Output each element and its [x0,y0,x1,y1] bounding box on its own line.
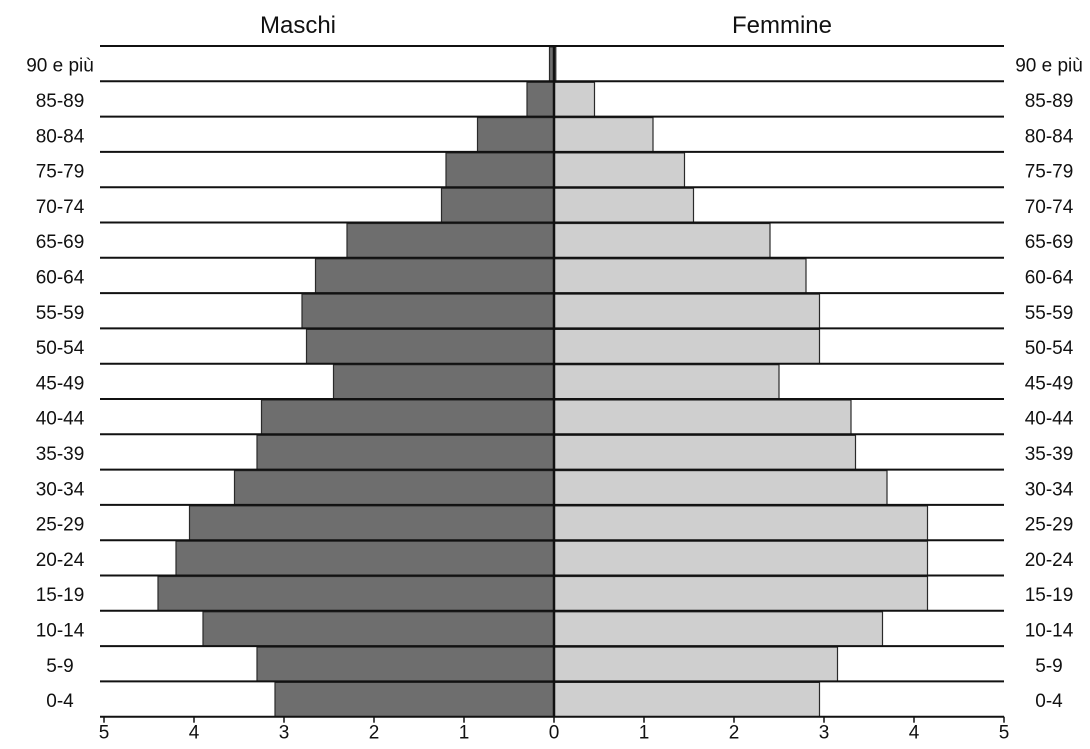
bar-male [314,258,555,294]
age-label-right: 75-79 [1025,162,1074,183]
bar-female [553,328,821,365]
bar-female [553,646,839,682]
age-label-left: 5-9 [46,656,73,677]
bar-male [274,681,555,718]
bar-male [260,399,555,435]
x-tick-label: 1 [639,723,650,744]
bar-female [553,505,929,541]
age-label-right: 45-49 [1025,373,1074,394]
age-label-right: 10-14 [1025,620,1074,641]
age-label-left: 90 e più [26,56,94,77]
female-bars [553,46,929,718]
x-tick-label: 3 [279,723,290,744]
bar-female [553,222,771,259]
age-label-right: 40-44 [1025,409,1074,430]
bar-female [553,293,821,330]
bar-male [188,505,555,541]
age-label-left: 25-29 [36,515,85,536]
right-title: Femmine [732,12,832,39]
age-labels-left: 90 e più 85-89 80-84 75-79 70-74 65-69 60-64 55… [26,56,94,712]
age-label-left: 40-44 [36,409,85,430]
bar-female [553,81,596,118]
age-label-left: 50-54 [36,338,85,359]
bar-male [157,575,555,612]
bar-female [553,470,888,506]
age-label-left: 60-64 [36,267,85,288]
age-label-left: 75-79 [36,162,85,183]
x-tick-label: 4 [909,723,920,744]
age-label-right: 50-54 [1025,338,1074,359]
bar-male [256,646,555,682]
bar-male [305,328,555,365]
bar-male [526,81,555,118]
bar-male [202,611,555,647]
age-label-left: 0-4 [46,691,74,712]
left-title: Maschi [260,12,336,39]
bar-female [553,681,821,718]
bar-male [332,364,555,400]
age-label-right: 90 e più [1015,56,1083,77]
x-tick-label: 2 [369,723,380,744]
bar-female [553,152,686,188]
age-label-left: 65-69 [36,232,85,253]
bar-female [553,575,929,612]
bar-female [553,611,884,647]
age-label-left: 15-19 [36,585,85,606]
bar-female [553,258,807,294]
age-label-right: 70-74 [1025,197,1074,218]
bar-male [346,222,555,259]
age-label-left: 80-84 [36,126,85,147]
age-label-right: 55-59 [1025,303,1074,324]
bar-female [553,434,857,471]
x-tick-label: 1 [459,723,470,744]
age-label-right: 35-39 [1025,444,1074,465]
age-label-left: 55-59 [36,303,85,324]
age-labels-right: 90 e più 85-89 80-84 75-79 70-74 65-69 60-64 55… [1015,56,1083,712]
age-label-left: 20-24 [36,550,85,571]
age-label-right: 15-19 [1025,585,1074,606]
age-label-right: 30-34 [1025,479,1074,500]
x-tick-label: 5 [99,723,110,744]
age-label-right: 20-24 [1025,550,1074,571]
x-tick-label: 4 [189,723,200,744]
x-tick-label: 5 [999,723,1010,744]
age-label-left: 35-39 [36,444,85,465]
x-tick-label: 2 [729,723,740,744]
male-bars [157,46,555,718]
bar-male [445,152,555,188]
x-tick-label: 0 [549,723,560,744]
age-label-left: 85-89 [36,91,85,112]
age-label-left: 45-49 [36,373,85,394]
bar-male [256,434,555,471]
age-label-right: 85-89 [1025,91,1074,112]
age-label-right: 80-84 [1025,126,1074,147]
bar-male [476,116,555,153]
age-label-left: 10-14 [36,620,85,641]
age-label-right: 5-9 [1035,656,1062,677]
age-label-right: 65-69 [1025,232,1074,253]
age-label-right: 25-29 [1025,515,1074,536]
bar-male [440,187,555,224]
bar-female [553,187,695,224]
bar-female [553,399,852,435]
bar-female [553,540,929,577]
x-tick-label: 3 [819,723,830,744]
bar-male [233,470,555,506]
bar-male [175,540,555,577]
bar-female [553,116,654,153]
age-label-left: 70-74 [36,197,85,218]
bar-female [553,364,780,400]
row-separators [100,45,1004,718]
age-label-right: 0-4 [1035,691,1063,712]
x-axis: 5 4 3 2 1 0 1 2 3 4 5 [99,716,1010,744]
bar-male [301,293,555,330]
age-label-right: 60-64 [1025,267,1074,288]
age-label-left: 30-34 [36,479,85,500]
